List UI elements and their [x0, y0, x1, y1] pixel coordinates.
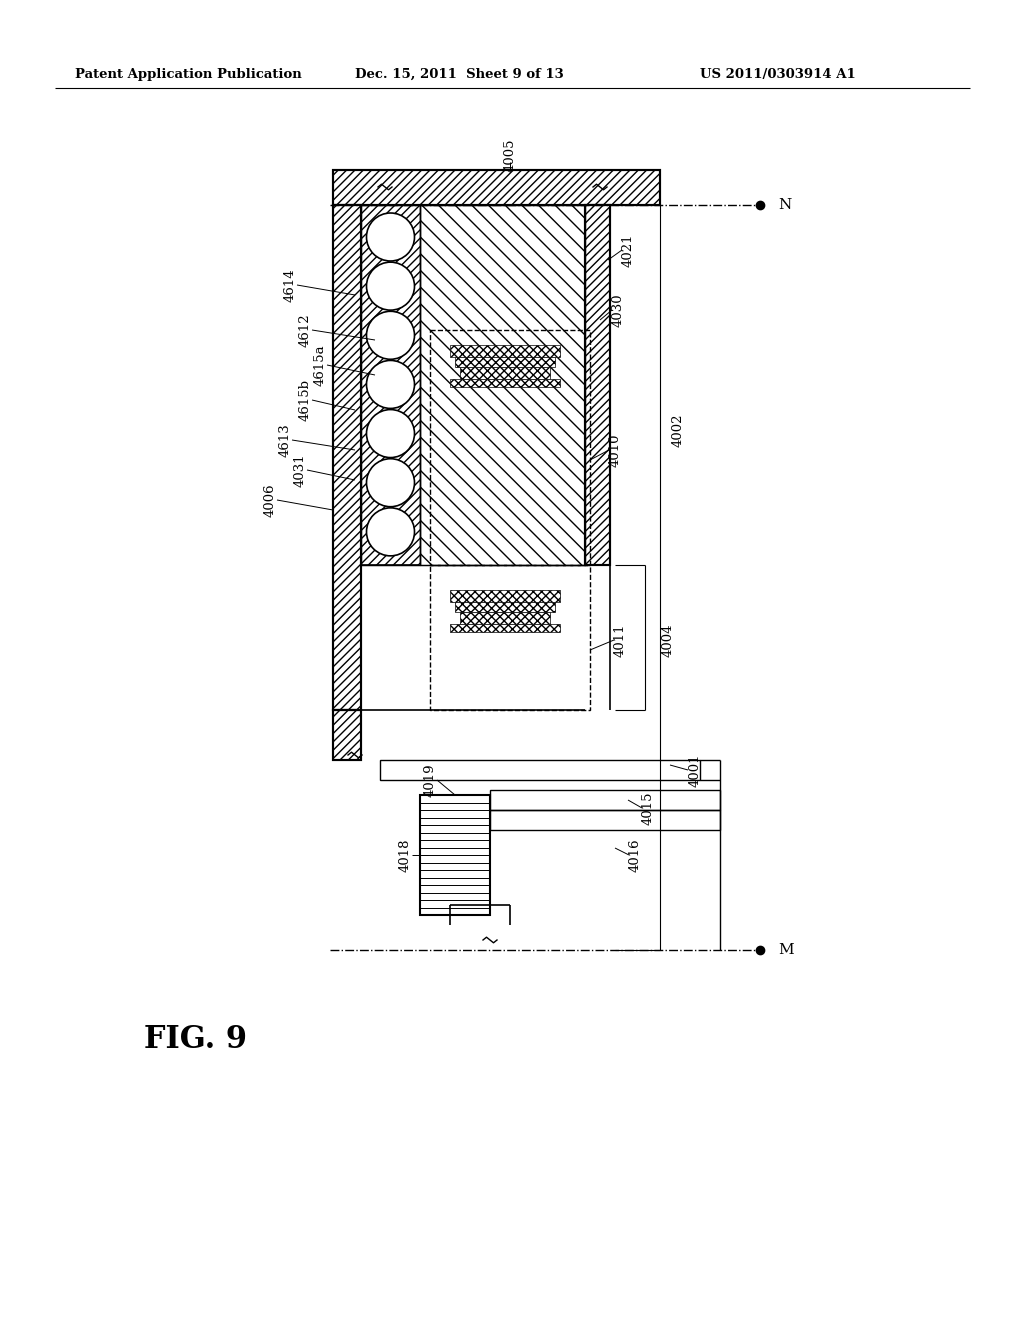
- Circle shape: [367, 213, 415, 261]
- Text: 4010: 4010: [608, 433, 622, 467]
- Text: 4021: 4021: [622, 234, 635, 267]
- Text: Patent Application Publication: Patent Application Publication: [75, 69, 302, 81]
- Bar: [455, 356, 555, 367]
- Text: Dec. 15, 2011  Sheet 9 of 13: Dec. 15, 2011 Sheet 9 of 13: [355, 69, 564, 81]
- Text: 4011: 4011: [613, 623, 627, 657]
- Text: 4614: 4614: [284, 268, 297, 302]
- Bar: [361, 205, 420, 565]
- Bar: [490, 789, 720, 810]
- Circle shape: [367, 508, 415, 556]
- Text: 4002: 4002: [672, 413, 684, 446]
- Text: M: M: [778, 942, 794, 957]
- Bar: [450, 345, 560, 356]
- Circle shape: [367, 409, 415, 458]
- Circle shape: [367, 263, 415, 310]
- Text: US 2011/0303914 A1: US 2011/0303914 A1: [700, 69, 856, 81]
- Text: 4019: 4019: [424, 763, 436, 797]
- Text: 4615a: 4615a: [313, 345, 327, 385]
- Text: 4612: 4612: [299, 313, 311, 347]
- Bar: [460, 367, 550, 379]
- Bar: [585, 205, 610, 565]
- Text: N: N: [778, 198, 792, 213]
- Bar: [450, 590, 560, 602]
- Text: 4615b: 4615b: [299, 379, 311, 421]
- Bar: [430, 565, 590, 710]
- Text: FIG. 9: FIG. 9: [143, 1024, 247, 1056]
- Text: 4031: 4031: [294, 453, 306, 487]
- Bar: [420, 205, 585, 565]
- Text: 4001: 4001: [688, 754, 701, 787]
- Bar: [361, 205, 420, 565]
- Circle shape: [367, 312, 415, 359]
- Bar: [490, 810, 720, 830]
- Text: 4006: 4006: [263, 483, 276, 517]
- Bar: [333, 205, 361, 710]
- Bar: [333, 170, 660, 205]
- Bar: [420, 795, 490, 915]
- Bar: [380, 760, 700, 780]
- Text: 4018: 4018: [398, 838, 412, 871]
- Bar: [333, 710, 361, 760]
- Bar: [333, 170, 660, 205]
- Bar: [450, 624, 560, 632]
- Bar: [585, 205, 610, 565]
- Bar: [450, 379, 560, 387]
- Bar: [430, 330, 590, 565]
- Text: 4005: 4005: [504, 139, 516, 172]
- Text: 4613: 4613: [279, 424, 292, 457]
- Bar: [455, 602, 555, 612]
- Text: 4015: 4015: [641, 791, 654, 825]
- Text: 4016: 4016: [629, 838, 641, 871]
- Circle shape: [367, 360, 415, 408]
- Circle shape: [367, 459, 415, 507]
- Text: 4030: 4030: [611, 293, 625, 327]
- Bar: [333, 205, 361, 710]
- Bar: [333, 710, 361, 760]
- Bar: [460, 612, 550, 624]
- Bar: [420, 205, 585, 565]
- Text: 4004: 4004: [662, 623, 675, 657]
